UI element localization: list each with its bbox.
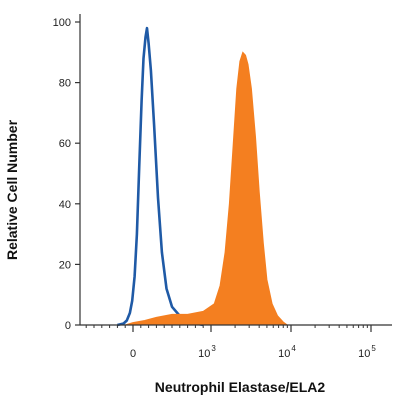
series-1-filled-histogram [125,51,289,326]
y-tick-label: 60 [59,138,71,150]
y-tick-label: 100 [53,17,71,29]
axes: 0 20 40 60 80 100 0 103 104 105 [53,14,392,360]
x-tick-label: 104 [278,344,296,360]
y-tick-label: 40 [59,199,71,211]
series-0-outline-histogram [117,26,204,327]
x-tick-label: 103 [198,344,216,360]
x-tick-label: 105 [358,344,376,360]
y-axis-title: Relative Cell Number [4,119,20,260]
plot-area [117,26,289,327]
y-tick-label: 20 [59,259,71,271]
x-tick-label: 0 [130,348,136,360]
y-tick-label: 80 [59,78,71,90]
x-axis-title: Neutrophil Elastase/ELA2 [155,379,326,395]
y-tick-label: 0 [65,320,71,332]
